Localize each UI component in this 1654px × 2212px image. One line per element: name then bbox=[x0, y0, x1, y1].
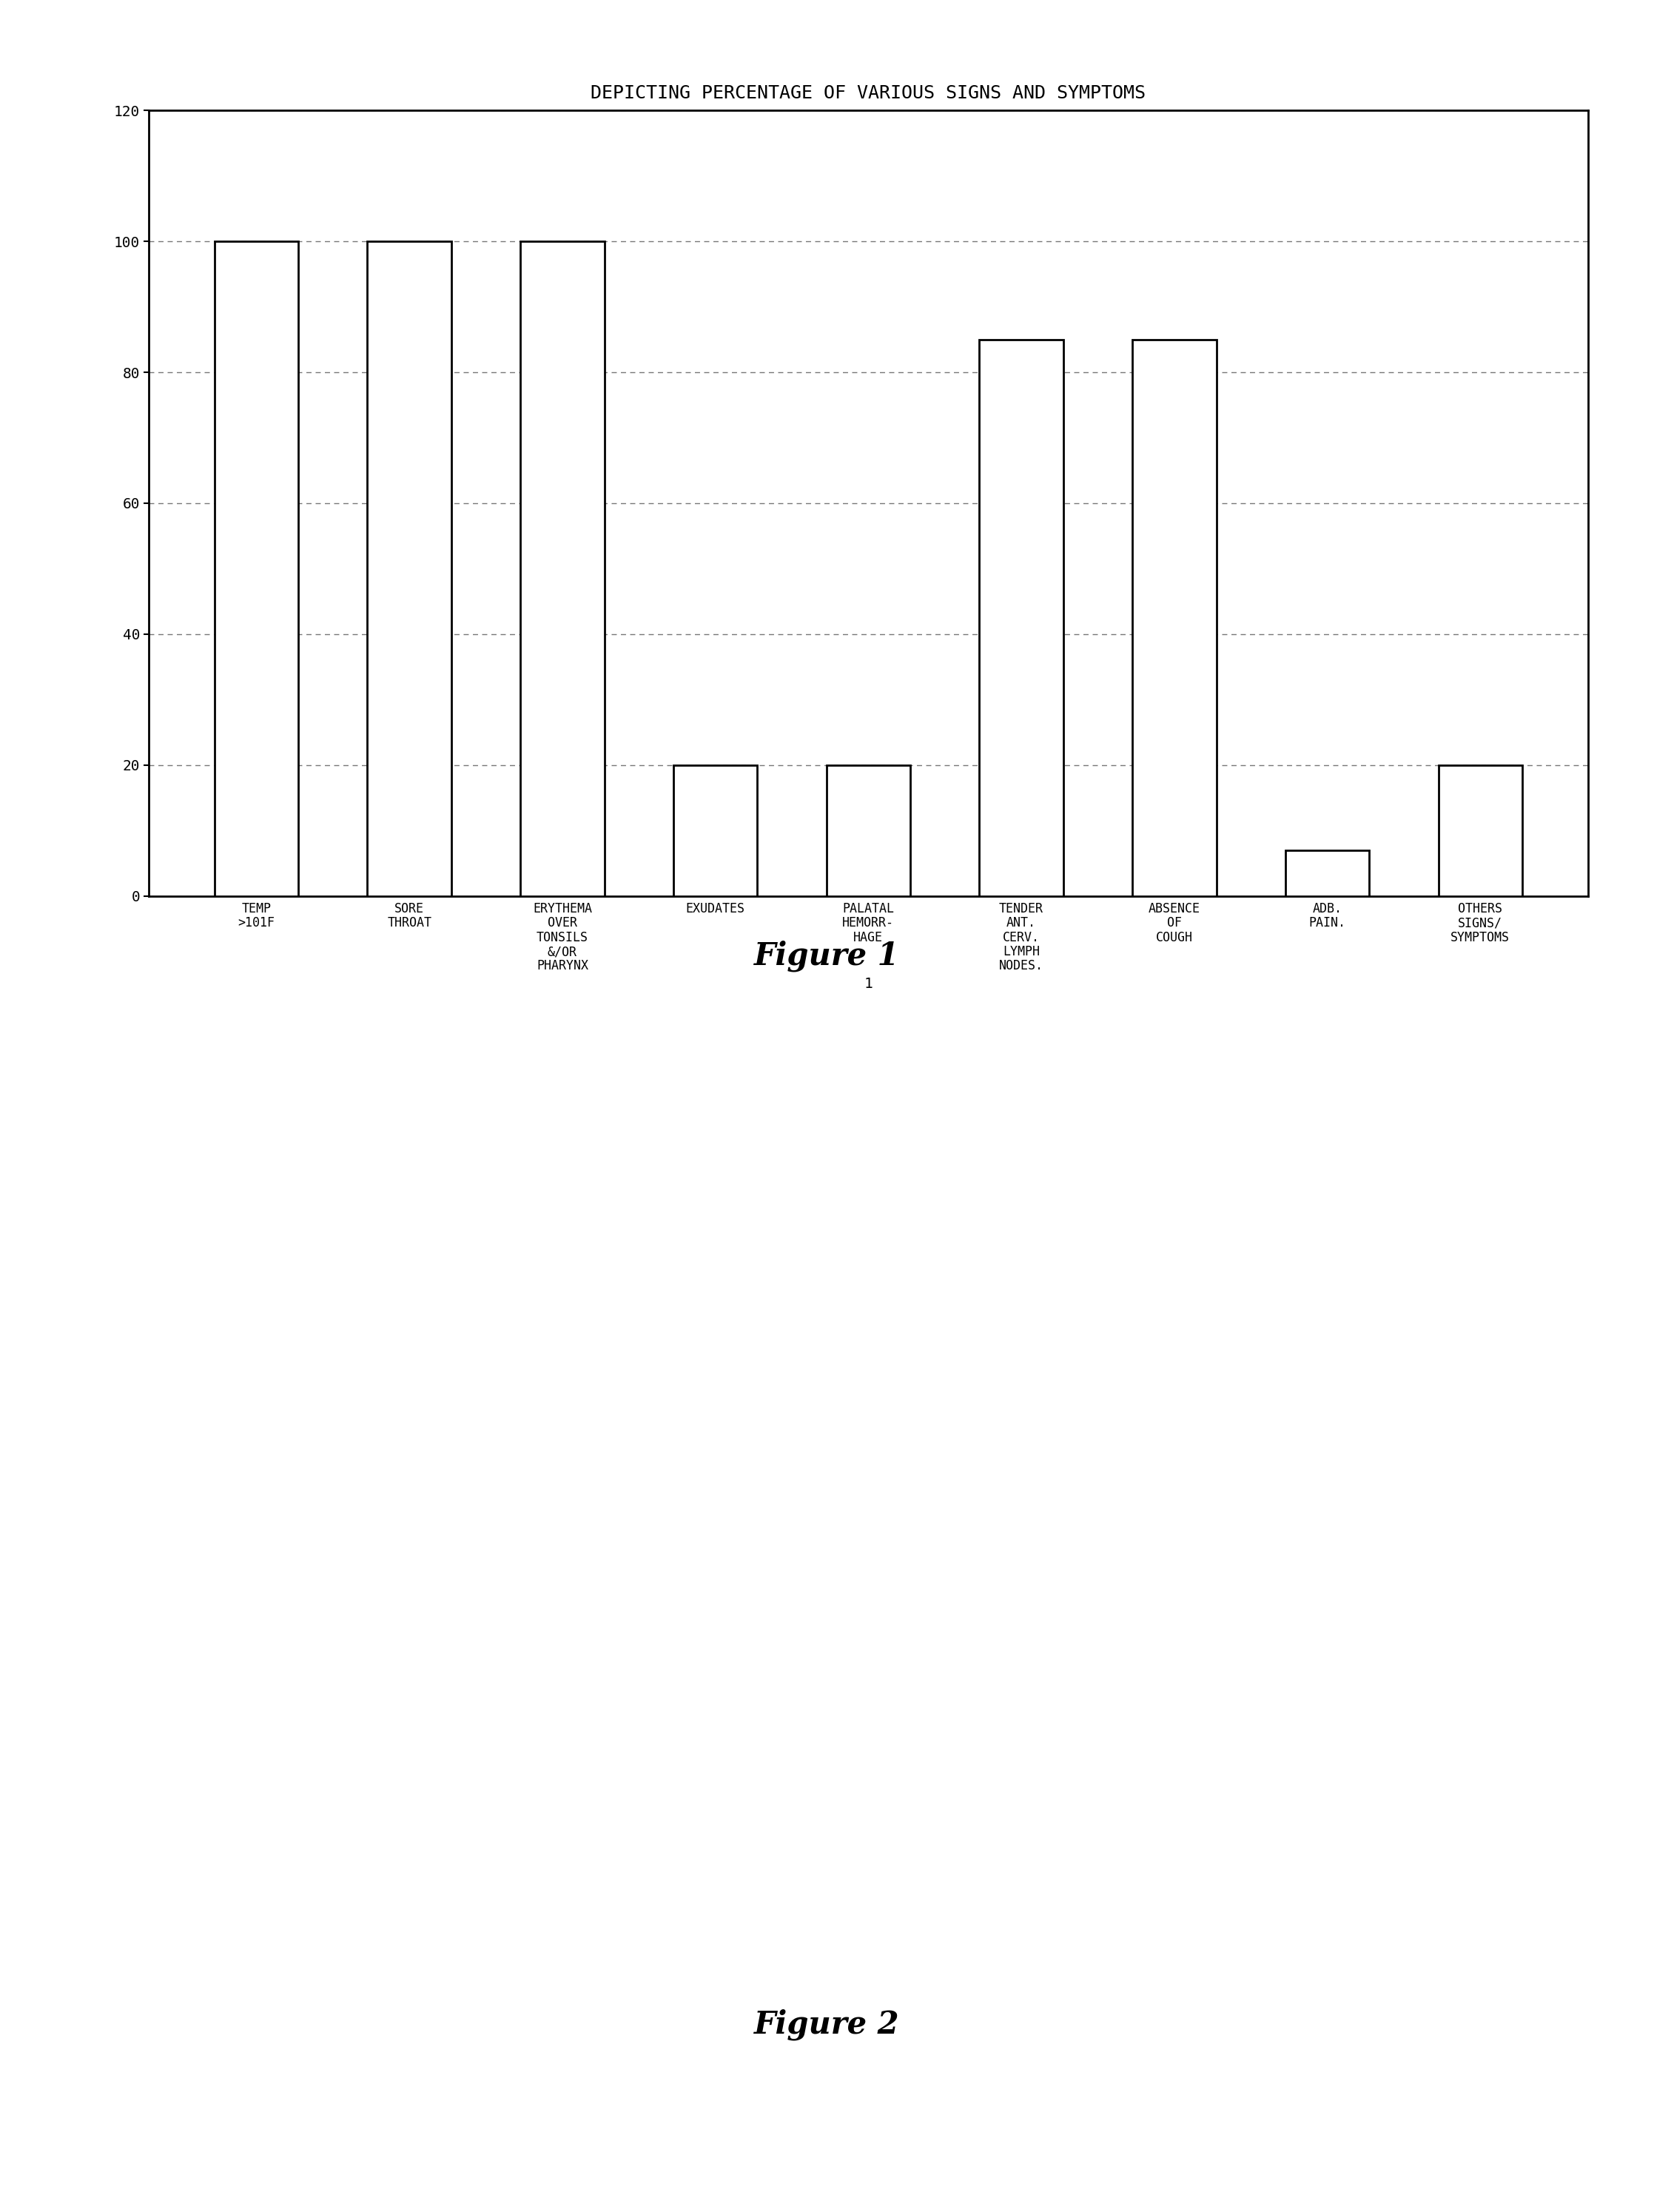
Bar bbox=[215, 241, 298, 896]
Bar bbox=[827, 765, 910, 896]
Bar bbox=[1439, 765, 1522, 896]
Text: LE 80 (-)ve: LE 80 (-)ve bbox=[1186, 1252, 1274, 1265]
Bar bbox=[1285, 849, 1370, 896]
FancyBboxPatch shape bbox=[46, 1026, 1609, 2000]
Text: LE 20 (+)ve: LE 20 (+)ve bbox=[1313, 1829, 1396, 1843]
Bar bbox=[521, 241, 604, 896]
Text: Figure 2: Figure 2 bbox=[754, 2008, 900, 2039]
Bar bbox=[1052, 1743, 1156, 1803]
X-axis label: 1: 1 bbox=[863, 978, 873, 991]
Bar bbox=[655, 1245, 761, 1803]
Text: THROAT
CULTURE
POSITIVE
9: THROAT CULTURE POSITIVE 9 bbox=[552, 1829, 612, 1887]
Text: THROAT
CULTURE
POSITIVE
9: THROAT CULTURE POSITIVE 9 bbox=[293, 1829, 352, 1887]
Bar bbox=[1133, 341, 1216, 896]
Text: RAPID STREP(-)ve
84: RAPID STREP(-)ve 84 bbox=[643, 1210, 772, 1239]
Bar bbox=[673, 765, 758, 896]
Bar bbox=[367, 241, 452, 896]
Bar bbox=[531, 1743, 635, 1803]
Text: THROAT
CULTURE
POSITIVE
9: THROAT CULTURE POSITIVE 9 bbox=[1075, 1829, 1135, 1887]
Text: RAPID
STREP
16 (+)ve: RAPID STREP 16 (+)ve bbox=[804, 1829, 863, 1871]
Bar bbox=[1303, 1670, 1408, 1803]
Text: Figure 1: Figure 1 bbox=[754, 940, 900, 971]
Title: DEPICTING PERCENTAGE OF VARIOUS SIGNS AND SYMPTOMS: DEPICTING PERCENTAGE OF VARIOUS SIGNS AN… bbox=[590, 84, 1146, 102]
Bar bbox=[979, 341, 1064, 896]
Bar bbox=[781, 1697, 885, 1803]
Bar bbox=[1178, 1272, 1282, 1803]
Bar bbox=[270, 1743, 374, 1803]
